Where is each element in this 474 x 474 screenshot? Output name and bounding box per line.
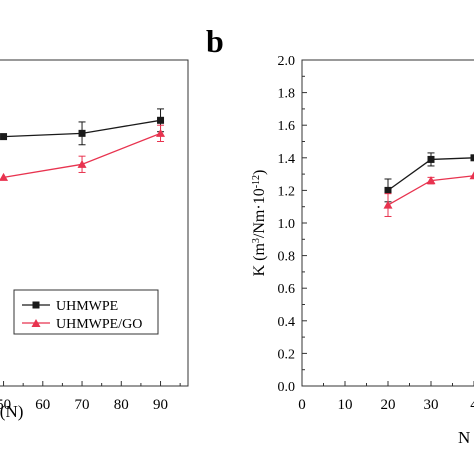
- panel-a-point-uhmwpe: [157, 116, 165, 124]
- panel-b-x-tick-label: 30: [424, 397, 439, 413]
- panel-b-y-tick-label: 0.8: [278, 250, 296, 265]
- panel-b-y-tick-label: 0.6: [278, 282, 296, 297]
- legend-entry-uhmwpe: UHMWPE: [22, 299, 118, 314]
- panel-a-plot-frame: [0, 59, 189, 387]
- panel-a-x-tick-label: 60: [35, 397, 50, 413]
- panel-b-point-uhmwpe-go: [469, 171, 474, 180]
- y-label-middle: /Nm·10: [251, 188, 268, 238]
- panel-a-x-tick-label: 70: [75, 397, 90, 413]
- y-label-suffix: ): [251, 170, 268, 175]
- panel-b-letter: b: [206, 23, 224, 59]
- panel-b-y-tick-label: 1.4: [278, 152, 296, 167]
- panel-a-x-tick-label: 50: [0, 397, 11, 413]
- panel-b-x-tick-label: 10: [338, 397, 353, 413]
- panel-a-x-tick-label: 80: [114, 397, 129, 413]
- panel-a-x-axis-label: e (N): [0, 402, 23, 421]
- panel-a-point-uhmwpe-go: [156, 128, 166, 137]
- panel-b-plot-frame: [301, 59, 474, 387]
- panel-b: b 0.0 0.2 0.4 0.6 0.8 1.0 1.2 1.4 1.6 1.8 2.0 0 10 2…: [206, 23, 474, 447]
- y-label-sup-1: 3: [251, 238, 262, 243]
- panel-a-x-ticks: 50 60 70 80 90: [0, 381, 181, 413]
- panel-b-x-ticks: 0 10 20 30 4: [298, 381, 474, 413]
- panel-a-point-uhmwpe-go: [0, 172, 9, 181]
- legend-label-uhmwpe: UHMWPE: [56, 299, 118, 314]
- panel-b-x-tick-label: 4: [470, 397, 474, 413]
- panel-b-series: [383, 152, 474, 217]
- panel-b-y-ticks: 0.0 0.2 0.4 0.6 0.8 1.0 1.2 1.4 1.6 1.8 2.0: [278, 54, 307, 395]
- panel-a-point-uhmwpe-go: [77, 159, 87, 168]
- legend-marker-uhmwpe: [32, 301, 40, 309]
- panel-b-point-uhmwpe-go: [426, 176, 436, 185]
- panel-a-point-uhmwpe: [0, 133, 8, 141]
- panel-b-y-axis-label: K (m3/Nm·10-12): [251, 170, 269, 277]
- panel-b-y-tick-label: 0.4: [278, 315, 296, 330]
- legend: UHMWPE UHMWPE/GO: [13, 289, 159, 335]
- panel-b-x-tick-label: 20: [381, 397, 396, 413]
- panel-b-y-tick-label: 2.0: [278, 54, 296, 69]
- panel-b-point-uhmwpe: [470, 154, 474, 162]
- panel-a: 50 60 70 80 90 e (N) UHMWPE UHMWPE/GO: [0, 59, 189, 421]
- legend-label-uhmwpe-go: UHMWPE/GO: [56, 317, 142, 332]
- panel-b-y-tick-label: 1.2: [278, 184, 296, 199]
- legend-entry-uhmwpe-go: UHMWPE/GO: [22, 317, 142, 332]
- panel-a-series: [0, 108, 166, 181]
- panel-b-point-uhmwpe: [384, 186, 392, 194]
- panel-b-y-tick-label: 0.2: [278, 347, 296, 362]
- panel-b-point-uhmwpe-go: [383, 200, 393, 209]
- panel-b-x-axis-label: N: [458, 428, 470, 447]
- panel-b-y-tick-label: 1.0: [278, 217, 296, 232]
- panel-a-x-tick-label: 90: [153, 397, 168, 413]
- panel-b-point-uhmwpe: [427, 155, 435, 163]
- panel-b-x-tick-label: 0: [298, 397, 306, 413]
- panel-b-y-tick-label: 1.8: [278, 87, 296, 102]
- panel-b-y-tick-label: 1.6: [278, 119, 296, 134]
- panel-b-y-tick-label: 0.0: [278, 380, 296, 395]
- y-label-sup-2: -12: [251, 175, 262, 188]
- legend-marker-uhmwpe-go: [31, 319, 41, 327]
- y-label-prefix: K (m: [251, 243, 268, 277]
- panel-a-point-uhmwpe: [78, 129, 86, 137]
